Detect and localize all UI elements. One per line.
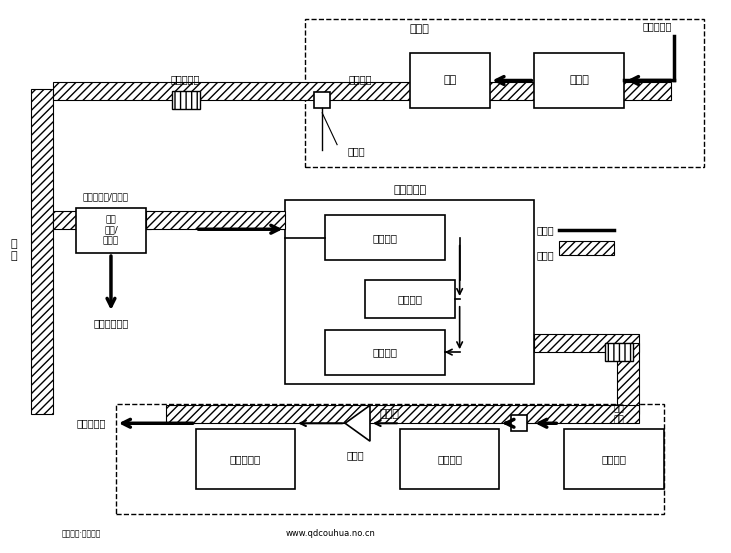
Text: 信号转换器: 信号转换器 bbox=[230, 454, 261, 464]
Text: 光
缆: 光 缆 bbox=[10, 239, 17, 261]
Bar bbox=[166, 405, 639, 423]
Bar bbox=[617, 343, 639, 414]
Text: 发光: 发光 bbox=[443, 76, 456, 86]
Text: 光检测器: 光检测器 bbox=[372, 233, 398, 243]
Bar bbox=[285, 200, 534, 384]
Bar bbox=[53, 211, 151, 229]
Text: 发端机: 发端机 bbox=[410, 24, 430, 34]
Text: 电信号: 电信号 bbox=[537, 225, 554, 235]
Bar bbox=[410, 53, 490, 108]
Bar bbox=[400, 429, 499, 489]
Polygon shape bbox=[345, 405, 370, 441]
Bar bbox=[325, 330, 444, 374]
Text: 放大器: 放大器 bbox=[346, 450, 364, 460]
Text: 注接点: 注接点 bbox=[347, 147, 365, 156]
Bar bbox=[325, 215, 444, 260]
Text: 光纤
接头: 光纤 接头 bbox=[613, 405, 624, 424]
Text: 电端机: 电端机 bbox=[569, 76, 589, 86]
Bar bbox=[76, 208, 146, 253]
Text: www.qdcouhua.no.cn: www.qdcouhua.no.cn bbox=[285, 529, 375, 538]
Text: 光纤连接器: 光纤连接器 bbox=[171, 74, 200, 84]
Text: 光纤通信·课程平台: 光纤通信·课程平台 bbox=[61, 529, 101, 538]
Bar bbox=[172, 91, 200, 109]
Text: 电再生器: 电再生器 bbox=[398, 294, 423, 304]
Bar bbox=[534, 334, 639, 352]
Bar bbox=[559, 241, 614, 255]
Text: 收端机: 收端机 bbox=[380, 409, 400, 419]
Bar bbox=[146, 211, 285, 229]
Bar bbox=[306, 19, 704, 166]
Bar bbox=[196, 429, 295, 489]
Bar bbox=[53, 82, 671, 100]
Text: 电信号输出: 电信号输出 bbox=[77, 418, 106, 428]
Text: 链路监控设备: 链路监控设备 bbox=[94, 318, 129, 328]
Text: 再生中继器: 再生中继器 bbox=[393, 185, 426, 195]
Bar bbox=[512, 415, 527, 431]
Text: 光纤分离器/耦合器: 光纤分离器/耦合器 bbox=[83, 192, 129, 201]
Text: 光纤
分离/
耦合器: 光纤 分离/ 耦合器 bbox=[103, 215, 119, 245]
Text: 光调制器: 光调制器 bbox=[348, 74, 372, 84]
Text: 光信号: 光信号 bbox=[537, 250, 554, 260]
Bar bbox=[365, 280, 455, 318]
Bar bbox=[564, 429, 664, 489]
Bar bbox=[31, 89, 53, 414]
Text: 光放大器: 光放大器 bbox=[602, 454, 626, 464]
Bar bbox=[314, 92, 330, 108]
Bar bbox=[116, 404, 664, 514]
Bar bbox=[534, 53, 624, 108]
Text: 光调制器: 光调制器 bbox=[372, 347, 398, 357]
Text: 电信号输入: 电信号输入 bbox=[643, 21, 672, 32]
Text: 光接收器: 光接收器 bbox=[437, 454, 462, 464]
Bar bbox=[605, 343, 633, 361]
